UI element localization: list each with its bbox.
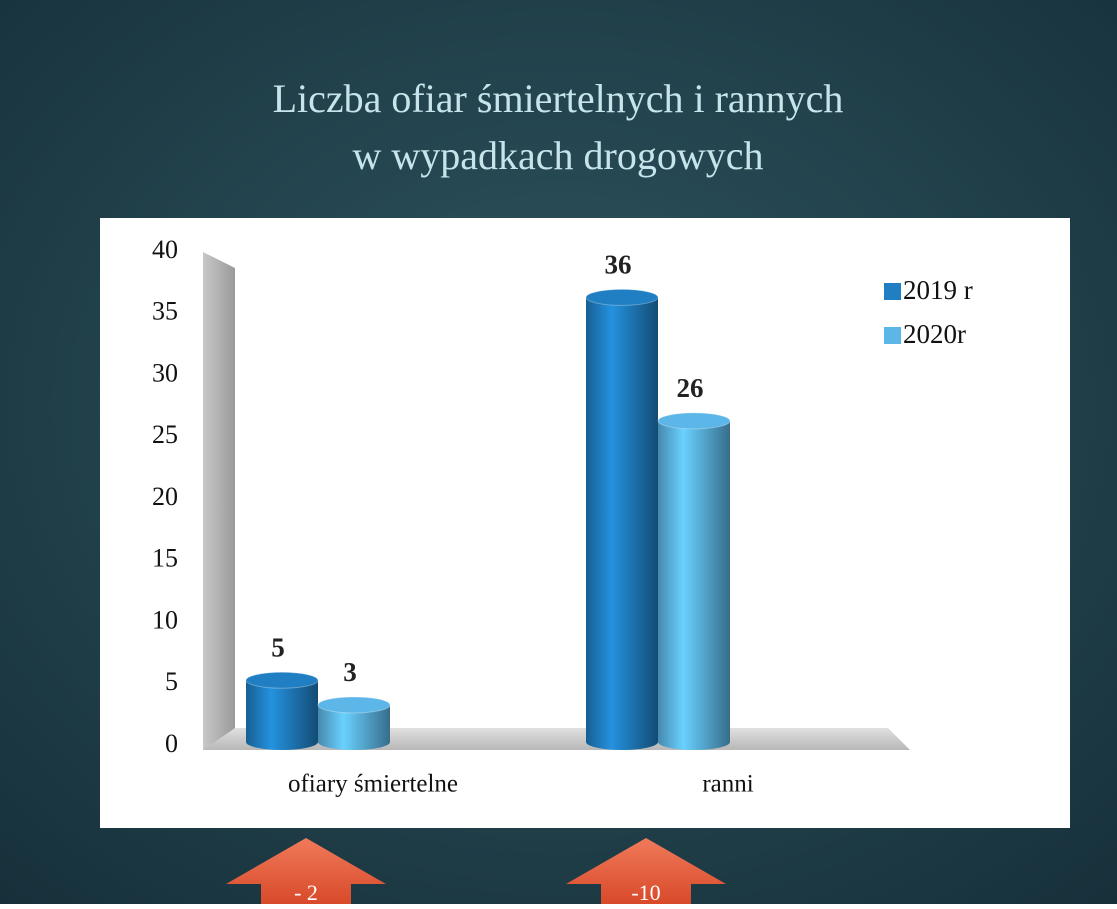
y-tick-label: 0 bbox=[165, 729, 178, 758]
bar-cap bbox=[245, 671, 319, 689]
bar bbox=[586, 297, 658, 742]
y-tick-label: 10 bbox=[152, 605, 178, 634]
arrow-label: -10 bbox=[631, 880, 660, 904]
value-label: 26 bbox=[677, 373, 704, 403]
bar-base bbox=[586, 734, 658, 750]
value-label: 36 bbox=[605, 250, 632, 280]
chart-title: w wypadkach drogowych bbox=[353, 133, 764, 178]
chart-title: Liczba ofiar śmiertelnych i rannych bbox=[273, 76, 844, 121]
legend-label: 2020r bbox=[903, 319, 966, 349]
y-tick-label: 35 bbox=[152, 297, 178, 326]
y-tick-label: 20 bbox=[152, 482, 178, 511]
y-tick-label: 25 bbox=[152, 420, 178, 449]
bar bbox=[658, 420, 730, 742]
y-tick-label: 5 bbox=[165, 667, 178, 696]
x-tick-label: ranni bbox=[702, 771, 753, 798]
y-tick-label: 30 bbox=[152, 358, 178, 387]
legend-swatch bbox=[884, 283, 901, 300]
back-wall bbox=[203, 252, 235, 750]
bar-cap bbox=[657, 412, 731, 430]
bar-base bbox=[246, 734, 318, 750]
arrow bbox=[566, 838, 726, 904]
legend-label: 2019 r bbox=[903, 275, 973, 305]
value-label: 3 bbox=[343, 657, 357, 687]
arrow bbox=[226, 838, 386, 904]
y-tick-label: 15 bbox=[152, 544, 178, 573]
x-tick-label: ofiary śmiertelne bbox=[288, 771, 458, 798]
legend-swatch bbox=[884, 327, 901, 344]
arrow-label: - 2 bbox=[294, 880, 318, 904]
value-label: 5 bbox=[271, 632, 285, 662]
bar-base bbox=[658, 734, 730, 750]
bar bbox=[246, 680, 318, 742]
bar-cap bbox=[585, 288, 659, 306]
y-tick-label: 40 bbox=[152, 235, 178, 264]
bar-cap bbox=[317, 696, 391, 714]
bar-base bbox=[318, 734, 390, 750]
